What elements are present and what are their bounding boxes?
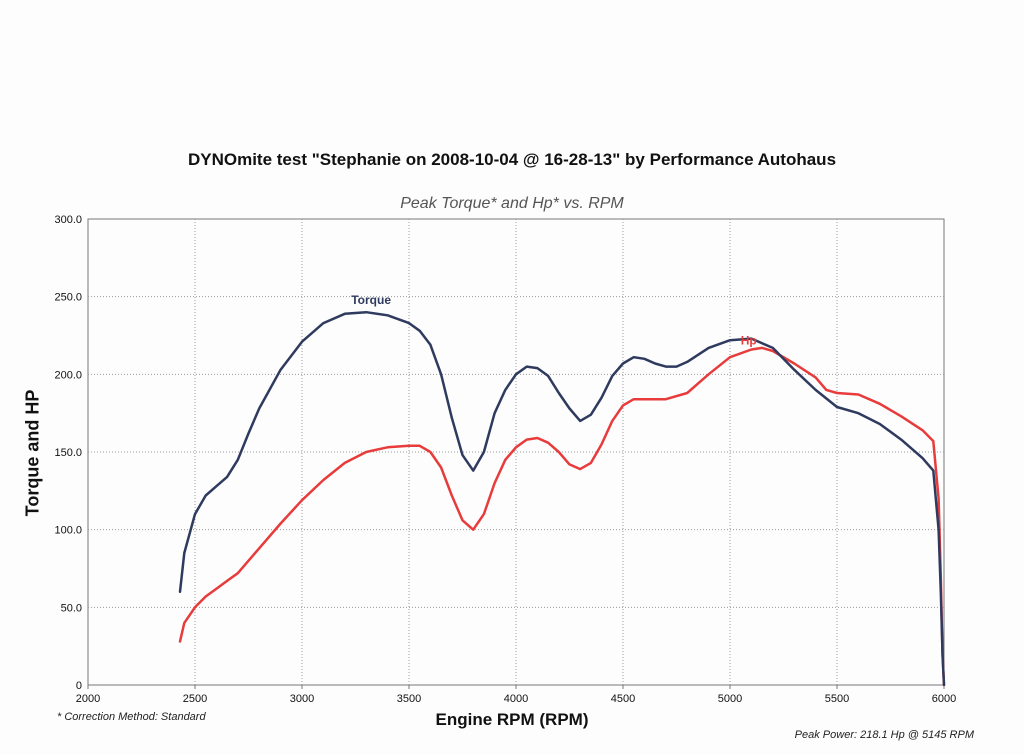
torque-series-line [178, 310, 946, 687]
x-tick-label: 4500 [611, 693, 635, 705]
y-tick-label: 200.0 [54, 369, 82, 381]
x-tick-label: 5500 [825, 693, 849, 705]
x-tick-label: 3000 [290, 693, 314, 705]
chart-title: DYNOmite test "Stephanie on 2008-10-04 @… [187, 150, 837, 169]
y-tick-label: 50.0 [61, 602, 82, 614]
x-tick-label: 4000 [504, 693, 528, 705]
torque-series-label: Torque [351, 293, 391, 307]
x-axis-label: Engine RPM (RPM) [435, 710, 589, 729]
peak-power-note: Peak Power: 218.1 Hp @ 5145 RPM [794, 729, 974, 741]
y-tick-label: 0 [76, 680, 82, 692]
hp-series-line [178, 346, 946, 687]
chart-subtitle: Peak Torque* and Hp* vs. RPM [400, 195, 624, 212]
x-tick-label: 2500 [183, 693, 207, 705]
x-tick-label: 2000 [76, 693, 100, 705]
y-tick-label: 250.0 [54, 292, 82, 304]
x-tick-label: 3500 [397, 693, 421, 705]
x-tick-label: 6000 [932, 693, 956, 705]
x-tick-label: 5000 [718, 693, 742, 705]
y-tick-label: 150.0 [54, 447, 82, 459]
y-tick-label: 100.0 [54, 525, 82, 537]
correction-method-note: * Correction Method: Standard [57, 711, 206, 723]
y-tick-label: 300.0 [54, 214, 82, 226]
hp-series-label: Hp [741, 333, 757, 347]
